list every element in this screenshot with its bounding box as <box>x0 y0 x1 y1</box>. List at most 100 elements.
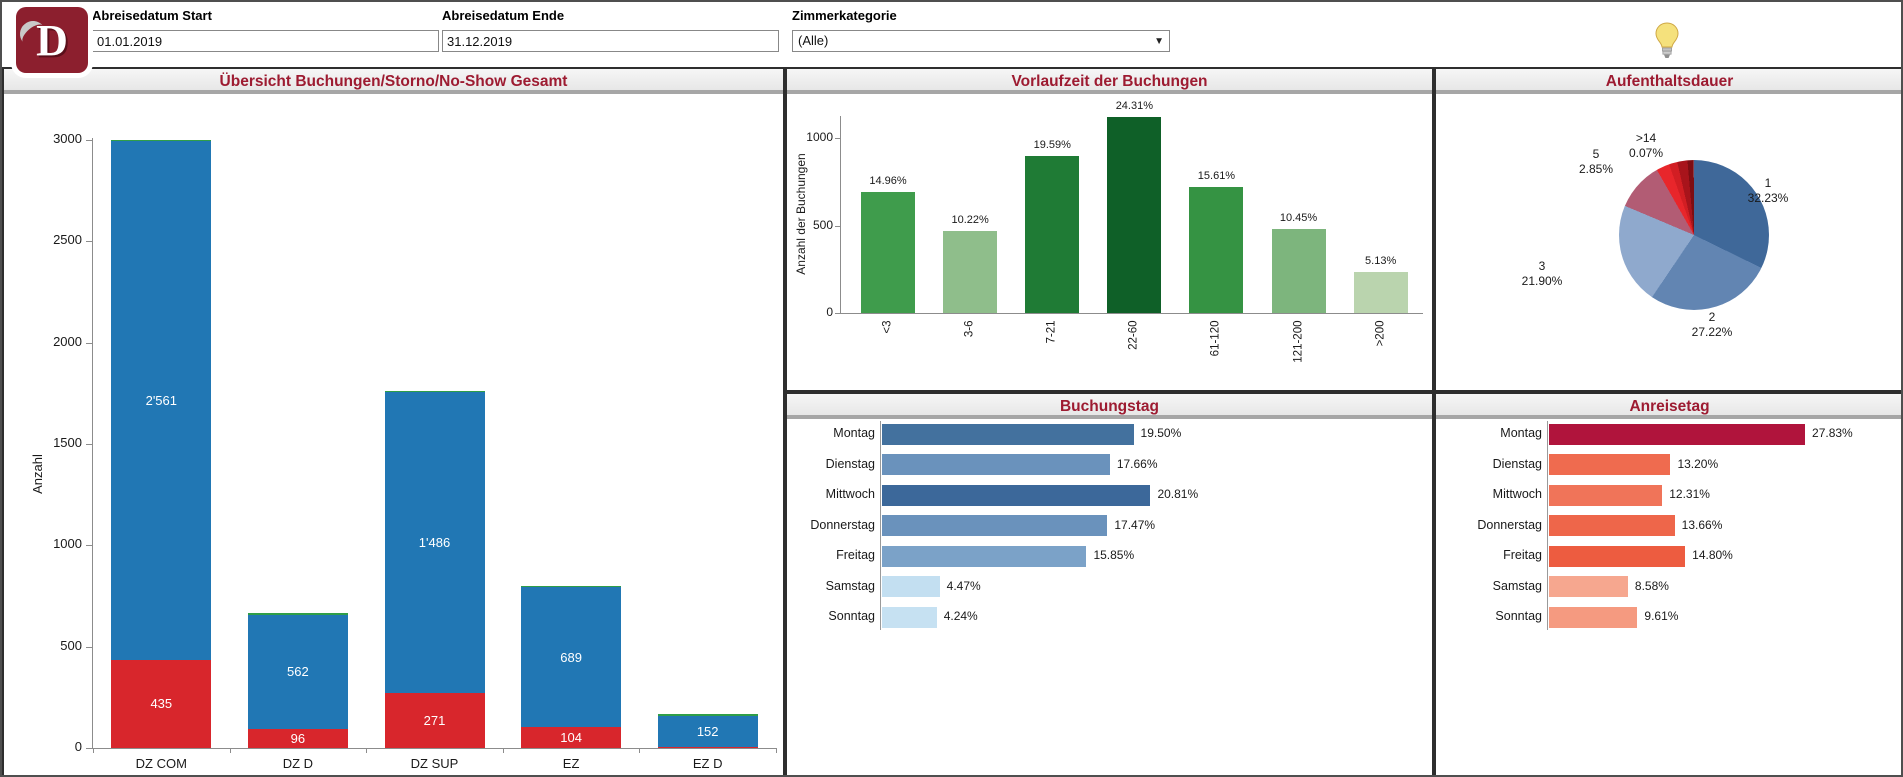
value-label: 27.83% <box>1812 426 1853 440</box>
buchungstag-bar[interactable] <box>882 576 940 597</box>
vorlaufzeit-bar[interactable] <box>1353 271 1408 313</box>
lightbulb-icon[interactable] <box>1654 22 1680 62</box>
bar-segment-buchungen[interactable]: 689 <box>521 587 622 727</box>
y-tick-mark <box>835 313 840 314</box>
y-tick-label: 2500 <box>53 232 82 248</box>
anreisetag-bar[interactable] <box>1549 606 1638 628</box>
value-label: 17.66% <box>1116 456 1158 471</box>
aufenthaltsdauer-pie[interactable] <box>1619 160 1769 310</box>
value-label: 13.20% <box>1677 456 1719 471</box>
y-tick-mark <box>86 646 92 648</box>
category-label: DZ D <box>282 756 314 771</box>
y-axis-title: Anzahl <box>30 454 45 494</box>
category-label: 61-120 <box>1209 320 1222 357</box>
y-tick-label: 500 <box>60 637 82 653</box>
anreisetag-bar[interactable] <box>1549 423 1806 445</box>
percent-label: 10.45% <box>1279 212 1318 224</box>
anreisetag-bar[interactable] <box>1549 484 1663 506</box>
percent-label: 24.31% <box>1115 100 1153 112</box>
y-tick-mark <box>835 138 840 139</box>
abreisedatum-ende-label: Abreisedatum Ende <box>442 8 565 23</box>
percent-label: 15.61% <box>1197 170 1236 182</box>
abreisedatum-start-label: Abreisedatum Start <box>92 8 212 23</box>
panel-uebersicht: Übersicht Buchungen/Storno/No-Show Gesam… <box>2 67 785 775</box>
bar-value-label: 562 <box>287 664 309 680</box>
filter-abreisedatum-start: Abreisedatum Start <box>92 8 439 52</box>
vorlaufzeit-bar[interactable] <box>861 192 916 313</box>
panel-title-vorlaufzeit: Vorlaufzeit der Buchungen <box>787 69 1432 94</box>
bar-segment-storno[interactable] <box>657 747 758 748</box>
filter-zimmerkategorie: Zimmerkategorie (Alle) ▼ <box>792 8 1170 52</box>
buchungstag-bar[interactable] <box>882 423 1134 445</box>
vorlaufzeit-bar[interactable] <box>943 230 998 313</box>
bar-segment-buchungen[interactable]: 1'486 <box>384 391 485 694</box>
bar-value-label: 689 <box>560 649 582 665</box>
y-tick-mark <box>86 241 92 243</box>
app-logo[interactable]: D <box>14 7 88 73</box>
bar-value-label: 435 <box>150 696 173 712</box>
bar-segment-no-show[interactable] <box>521 586 622 588</box>
zimmerkategorie-label: Zimmerkategorie <box>792 8 897 23</box>
y-tick-label: 1000 <box>53 536 82 552</box>
uebersicht-chart: 0 500 1000 1500 2000 2500 3000 Anzahl DZ COM 435 2… <box>4 94 783 773</box>
buchungstag-bar[interactable] <box>882 484 1151 506</box>
anreisetag-bar[interactable] <box>1549 454 1671 475</box>
abreisedatum-ende-input[interactable] <box>442 30 779 52</box>
y-tick-mark <box>86 139 92 141</box>
zimmerkategorie-select[interactable]: (Alle) ▼ <box>792 30 1170 52</box>
bar-segment-storno[interactable]: 435 <box>111 659 212 748</box>
day-label: Dienstag <box>825 456 875 471</box>
bar-segment-buchungen[interactable]: 2'561 <box>111 140 212 660</box>
pie-slice-label: 1 32.23% <box>1747 176 1789 205</box>
value-label: 8.58% <box>1634 578 1669 593</box>
anreisetag-bar[interactable] <box>1549 576 1628 597</box>
chevron-down-icon: ▼ <box>1154 36 1164 47</box>
panel-anreisetag: Anreisetag Montag 27.83% Dienstag 13.20% Mit… <box>1434 392 1901 775</box>
bar-value-label: 271 <box>423 713 446 729</box>
y-tick-label: 0 <box>74 739 82 754</box>
value-label: 13.66% <box>1681 517 1723 532</box>
panel-aufenthaltsdauer: Aufenthaltsdauer 1 32.23% 2 27.22% 3 21.90… <box>1434 67 1901 392</box>
buchungstag-bar[interactable] <box>882 454 1110 475</box>
day-label: Sonntag <box>828 609 875 623</box>
bar-segment-storno[interactable]: 104 <box>521 726 622 748</box>
bar-segment-no-show[interactable] <box>247 613 348 615</box>
aufenthaltsdauer-chart: 1 32.23% 2 27.22% 3 21.90% 5 2.85% >14 0.07% <box>1436 94 1901 386</box>
y-tick-label: 0 <box>826 305 833 319</box>
y-tick-label: 500 <box>812 217 833 232</box>
percent-label: 10.22% <box>951 213 989 226</box>
bar-segment-buchungen[interactable]: 562 <box>247 614 348 729</box>
bar-segment-storno[interactable]: 96 <box>247 728 348 748</box>
bar-segment-no-show[interactable] <box>111 139 212 141</box>
panel-buchungstag: Buchungstag Montag 19.50% Dienstag 17.66% Mi… <box>785 392 1434 775</box>
bar-value-label: 152 <box>696 724 719 740</box>
vorlaufzeit-bar[interactable] <box>1107 117 1162 313</box>
bar-segment-no-show[interactable] <box>657 713 758 717</box>
day-label: Donnerstag <box>810 517 875 532</box>
pie-slice-label: >14 0.07% <box>1628 131 1664 160</box>
bar-segment-no-show[interactable] <box>384 390 485 392</box>
vorlaufzeit-bar[interactable] <box>1271 229 1326 313</box>
logo-letter: D <box>36 15 68 65</box>
x-tick-mark <box>93 748 94 753</box>
buchungstag-bar[interactable] <box>882 545 1087 567</box>
anreisetag-bar[interactable] <box>1549 515 1675 536</box>
y-axis-line <box>880 421 881 630</box>
bar-segment-buchungen[interactable]: 152 <box>657 716 758 748</box>
percent-label: 14.96% <box>869 175 907 188</box>
vorlaufzeit-bar[interactable] <box>1189 187 1244 313</box>
category-label: EZ <box>562 756 580 771</box>
filter-abreisedatum-ende: Abreisedatum Ende <box>442 8 779 52</box>
x-axis-line <box>92 748 776 749</box>
y-axis-title: Anzahl der Buchungen <box>794 153 808 275</box>
vorlaufzeit-bar[interactable] <box>1025 155 1080 313</box>
bar-segment-storno[interactable]: 271 <box>384 693 485 748</box>
buchungstag-bar[interactable] <box>882 515 1108 536</box>
buchungstag-bar[interactable] <box>882 606 937 628</box>
y-axis-line <box>92 138 93 748</box>
abreisedatum-start-input[interactable] <box>92 30 439 52</box>
day-label: Donnerstag <box>1477 517 1542 532</box>
anreisetag-bar[interactable] <box>1549 545 1686 567</box>
y-tick-label: 2000 <box>53 333 82 349</box>
day-label: Sonntag <box>1495 609 1542 623</box>
